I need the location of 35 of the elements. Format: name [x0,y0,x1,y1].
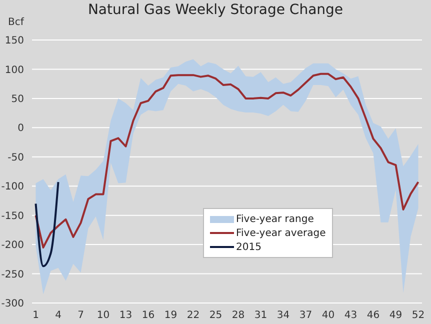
x-tick-label: 1 [32,310,39,322]
y-tick-label: 150 [4,36,24,47]
x-tick-label: 40 [322,310,335,322]
x-tick-label: 46 [366,310,380,322]
x-tick-label: 37 [299,310,312,322]
x-tick-label: 49 [389,310,402,322]
x-tick-label: 10 [96,310,110,322]
x-tick-label: 28 [232,310,245,322]
y-tick-label: -250 [1,269,24,280]
x-tick-label: 25 [209,310,222,322]
x-tick-label: 7 [78,310,84,322]
y-tick-label: -50 [8,152,24,164]
x-tick-label: 22 [186,310,200,322]
x-tick-label: 52 [412,310,425,322]
legend-label: Five-year range [236,214,314,224]
x-tick-label: 4 [55,310,62,322]
x-tick-label: 43 [344,310,358,322]
x-tick-label: 34 [276,310,290,322]
x-tick-label: 13 [119,310,132,322]
y-tick-label: 0 [18,123,24,134]
y-axis-title: Bcf [8,17,24,28]
x-tick-label: 19 [164,310,178,322]
y-tick-label: 50 [11,94,24,105]
y-tick-label: -300 [1,298,24,310]
line-series [34,72,420,248]
y-tick-label: -100 [1,182,24,193]
legend-label: 2015 [236,242,262,252]
y-tick-label: 100 [4,64,24,76]
x-tick-label: 31 [254,310,268,322]
chart-title: Natural Gas Weekly Storage Change [86,2,344,18]
legend-label: Five-year average [236,228,326,238]
y-tick-label: -200 [1,240,24,252]
x-tick-label: 16 [142,310,155,322]
y-tick-label: -150 [1,210,24,222]
line-series [34,181,60,268]
